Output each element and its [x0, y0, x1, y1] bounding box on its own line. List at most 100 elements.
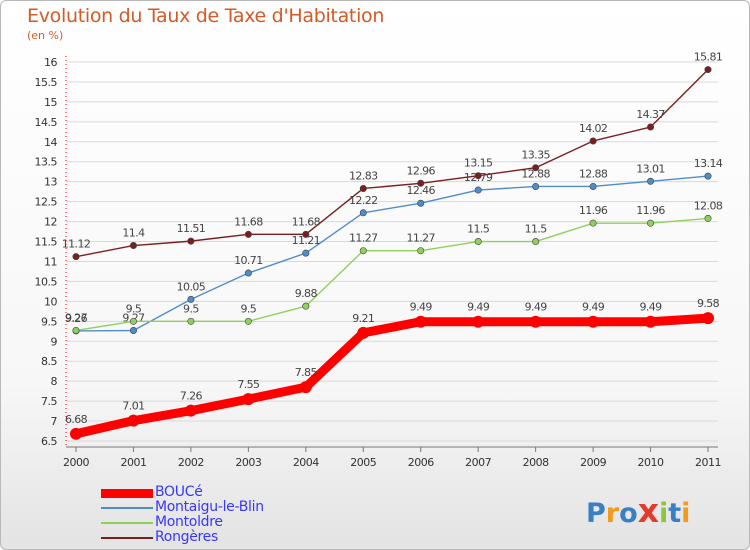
data-point: [702, 312, 714, 325]
data-point: [244, 317, 252, 325]
series-montaigu-le-blin: 9.269.27 10.05 10.71 11.21 12.22 12.46 12.79 12…: [65, 157, 723, 335]
data-label: 12.46: [406, 184, 435, 197]
data-point: [244, 269, 252, 277]
data-point: [704, 66, 712, 74]
data-point: [589, 219, 597, 227]
data-point: [474, 238, 482, 246]
x-tick-label: 2008: [523, 456, 549, 469]
series-line: [75, 217, 709, 332]
data-point: [187, 295, 195, 303]
data-point: [417, 179, 425, 187]
data-point: [70, 427, 82, 440]
data-label: 11.5: [525, 223, 548, 236]
data-point: [532, 182, 540, 190]
data-label: 12.08: [694, 199, 723, 212]
proxiti-logo: Proxiti: [586, 491, 690, 530]
data-point: [242, 393, 255, 406]
x-tick-label: 2000: [63, 456, 89, 469]
data-point: [244, 230, 252, 238]
data-point: [302, 230, 310, 238]
data-label: 11.68: [292, 215, 321, 228]
chart-unit-label: (en %): [27, 29, 64, 42]
data-label: 11.27: [406, 232, 435, 245]
data-point: [359, 184, 367, 192]
data-label: 7.26: [180, 390, 203, 403]
data-label: 9.49: [525, 301, 548, 314]
y-tick-label: 12.5: [35, 196, 58, 209]
y-tick-label: 12: [44, 216, 57, 229]
data-point: [359, 247, 367, 255]
data-point: [299, 381, 312, 394]
data-label: 11.5: [467, 223, 490, 236]
legend-label: BOUCé: [155, 484, 203, 500]
data-point: [474, 172, 482, 180]
data-point: [414, 315, 427, 328]
logo-letter: i: [681, 498, 691, 529]
data-label: 9.5: [241, 302, 257, 315]
data-point: [184, 404, 197, 417]
x-tick-label: 2010: [638, 456, 664, 469]
data-point: [417, 247, 425, 255]
data-label: 9.5: [183, 302, 199, 315]
data-point: [417, 199, 425, 207]
data-label: 9.88: [295, 287, 318, 300]
data-point: [359, 209, 367, 217]
y-tick-label: 13.5: [35, 156, 58, 169]
y-tick-label: 8.5: [41, 355, 57, 368]
data-label: 9.49: [467, 301, 490, 314]
data-label: 13.14: [694, 157, 723, 170]
x-tick-label: 2009: [580, 456, 606, 469]
logo-letter: t: [668, 498, 682, 529]
grid-lines: [66, 61, 718, 442]
data-point: [704, 172, 712, 180]
data-label: 7.01: [122, 400, 144, 413]
logo-letter: P: [586, 498, 606, 529]
data-point: [644, 315, 657, 328]
x-axis-ticks: 2000 2001 2002 2003 2004 2005 2006 2007 2008 2009…: [63, 447, 722, 469]
series-line: [71, 313, 713, 439]
data-point: [589, 137, 597, 145]
data-label: 9.49: [639, 301, 662, 314]
y-tick-label: 7.5: [41, 395, 57, 408]
data-point: [187, 317, 195, 325]
x-tick-label: 2005: [350, 456, 376, 469]
data-point: [532, 238, 540, 246]
data-point: [704, 214, 712, 222]
data-point: [529, 315, 542, 328]
data-label: 12.83: [349, 169, 378, 182]
x-tick-label: 2001: [120, 456, 146, 469]
legend-swatch: [101, 537, 153, 539]
data-point: [72, 253, 80, 261]
series-line: [75, 175, 709, 332]
data-point: [127, 414, 140, 427]
data-point: [302, 249, 310, 257]
legend-swatch: [101, 488, 153, 498]
data-label: 12.79: [464, 171, 493, 184]
y-tick-label: 16: [44, 56, 57, 69]
logo-letter: r: [605, 498, 620, 529]
data-label: 9.26: [65, 312, 88, 325]
data-point: [647, 177, 655, 185]
y-tick-label: 14.5: [35, 116, 58, 129]
data-label: 12.88: [521, 167, 550, 180]
data-label: 7.55: [237, 378, 260, 391]
data-point: [587, 315, 600, 328]
data-label: 11.51: [177, 222, 206, 235]
data-label: 11.68: [234, 215, 263, 228]
data-label: 9.58: [697, 297, 720, 310]
data-label: 12.22: [349, 194, 378, 207]
data-label: 11.12: [62, 238, 91, 251]
y-tick-label: 15.5: [35, 76, 58, 89]
data-label: 9.27: [65, 311, 88, 324]
y-tick-label: 10.5: [35, 275, 58, 288]
x-tick-label: 2003: [235, 456, 261, 469]
chart-title: Evolution du Taux de Taxe d'Habitation: [27, 5, 385, 27]
y-tick-label: 13: [44, 176, 57, 189]
data-point: [589, 182, 597, 190]
series-line: [75, 68, 709, 258]
data-point: [72, 326, 80, 334]
legend-swatch: [101, 507, 153, 509]
